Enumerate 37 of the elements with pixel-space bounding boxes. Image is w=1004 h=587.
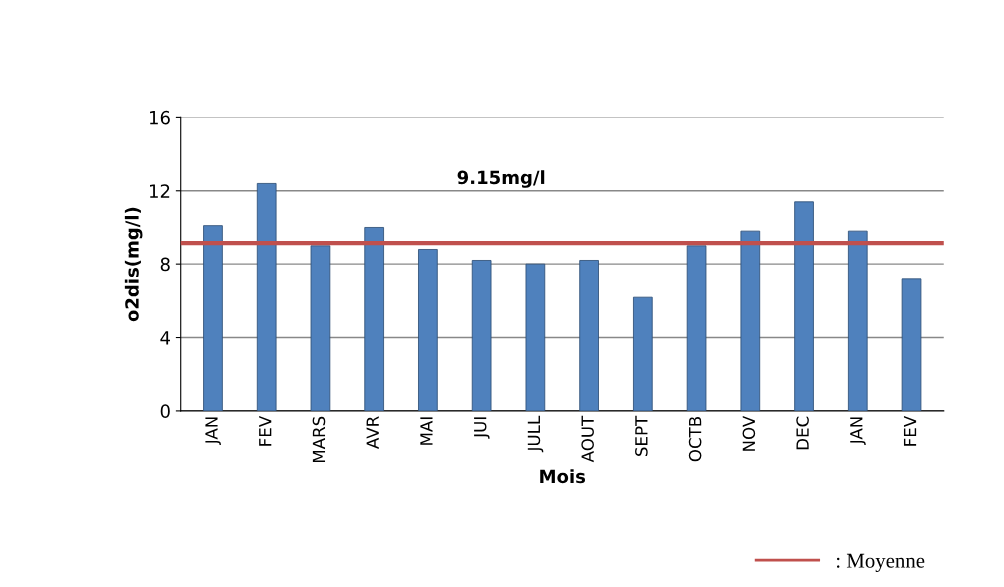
bar	[256, 183, 277, 411]
bar	[740, 230, 761, 411]
x-tick-label: JUI	[474, 417, 490, 439]
bar	[794, 201, 814, 411]
y-tick-label: 4	[160, 331, 170, 345]
x-tick-label: MAI	[420, 417, 433, 445]
bar	[418, 249, 438, 411]
x-tick-label: JULL	[527, 415, 544, 453]
x-tick-label: FEV	[903, 415, 917, 446]
y-tick-label: 16	[150, 110, 170, 125]
x-tick-label: SEPT	[635, 415, 648, 456]
legend-label: : Moyenne	[836, 553, 925, 572]
bar	[525, 263, 546, 411]
x-tick-label: JAN	[850, 417, 866, 446]
bar	[901, 278, 922, 411]
y-tick-label: 12	[150, 184, 170, 198]
y-axis-title: o2dis(mg/l)	[124, 207, 143, 322]
x-tick-label: NOV	[742, 415, 756, 451]
bar	[310, 245, 331, 411]
x-tick-label: JAN	[205, 417, 221, 446]
annotation: 9.15mg/l	[457, 170, 545, 188]
bar	[364, 227, 384, 411]
x-tick-label: AVR	[366, 416, 379, 449]
y-tick-label: 0	[160, 404, 170, 419]
bar	[847, 230, 868, 411]
x-tick-label: AOUT	[581, 415, 594, 463]
x-axis-title: Mois	[540, 469, 586, 484]
x-tick-label: FEV	[259, 415, 272, 446]
bar	[686, 245, 707, 411]
bar	[633, 296, 653, 411]
bar	[579, 260, 599, 411]
x-tick-label: DEC	[796, 416, 809, 450]
y-tick-label: 8	[160, 257, 170, 272]
x-tick-label: MARS	[312, 416, 326, 463]
bar	[471, 260, 492, 411]
x-tick-label: OCTB	[688, 416, 702, 462]
bar	[203, 225, 223, 411]
